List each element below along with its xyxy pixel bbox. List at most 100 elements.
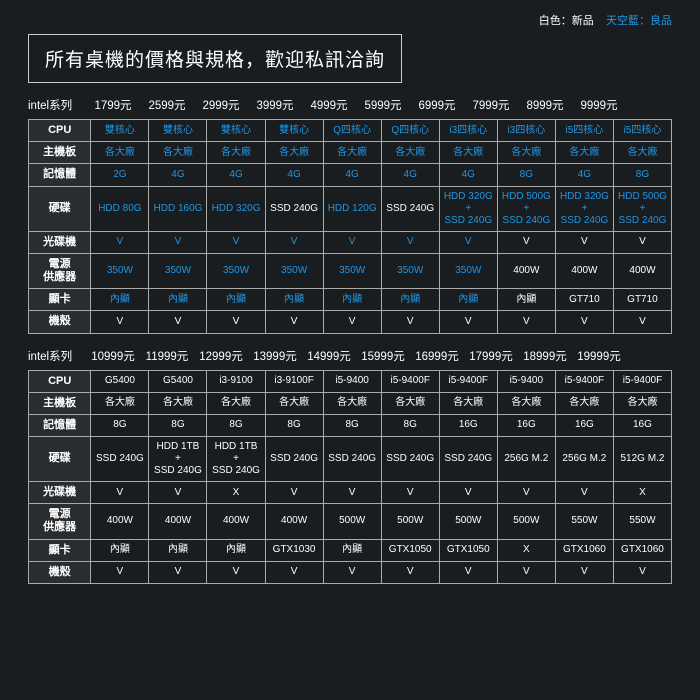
cell: 400W	[613, 253, 671, 288]
row-label-case: 機殼	[29, 561, 91, 583]
cell: 8G	[207, 414, 265, 436]
cell: V	[265, 561, 323, 583]
cell: V	[323, 561, 381, 583]
cell: 雙核心	[265, 120, 323, 142]
row-case: 機殼VVVVVVVVVV	[29, 561, 672, 583]
row-hdd: 硬碟HDD 80GHDD 160GHDD 320GSSD 240GHDD 120…	[29, 186, 672, 231]
cell: 8G	[149, 414, 207, 436]
row-label-mb: 主機板	[29, 142, 91, 164]
cell: 550W	[613, 504, 671, 539]
cell: 8G	[497, 164, 555, 186]
cell: HDD 320G	[207, 186, 265, 231]
cell: 內顯	[91, 539, 149, 561]
cell: V	[497, 482, 555, 504]
price-header: 9999元	[572, 97, 626, 113]
cell: GTX1050	[381, 539, 439, 561]
row-label-case: 機殼	[29, 311, 91, 333]
cell: 8G	[265, 414, 323, 436]
row-psu: 電源供應器350W350W350W350W350W350W350W400W400…	[29, 253, 672, 288]
cell: 內顯	[381, 289, 439, 311]
row-gpu: 顯卡內顯內顯內顯內顯內顯內顯內顯內顯GT710GT710	[29, 289, 672, 311]
cell: V	[149, 561, 207, 583]
cell: GT710	[555, 289, 613, 311]
row-label-gpu: 顯卡	[29, 289, 91, 311]
cell: V	[381, 561, 439, 583]
cell: 400W	[497, 253, 555, 288]
cell: i3四核心	[439, 120, 497, 142]
cell: V	[497, 561, 555, 583]
row-label-psu: 電源供應器	[29, 504, 91, 539]
cell: 256G M.2	[555, 437, 613, 482]
cell: 內顯	[149, 289, 207, 311]
row-cpu: CPUG5400G5400i3-9100i3-9100Fi5-9400i5-94…	[29, 370, 672, 392]
price-header: 7999元	[464, 97, 518, 113]
cell: 8G	[613, 164, 671, 186]
cell: 500W	[439, 504, 497, 539]
spec-table-1: CPU雙核心雙核心雙核心雙核心Q四核心Q四核心i3四核心i3四核心i5四核心i5…	[28, 119, 672, 334]
cell: 400W	[149, 504, 207, 539]
cell: Q四核心	[381, 120, 439, 142]
row-label-hdd: 硬碟	[29, 437, 91, 482]
cell: V	[439, 482, 497, 504]
cell: 350W	[149, 253, 207, 288]
cell: 雙核心	[207, 120, 265, 142]
row-hdd: 硬碟SSD 240GHDD 1TB+SSD 240GHDD 1TB+SSD 24…	[29, 437, 672, 482]
price-header: 16999元	[410, 348, 464, 364]
cell: SSD 240G	[265, 437, 323, 482]
cell: 350W	[439, 253, 497, 288]
cell: 8G	[91, 414, 149, 436]
cell: 各大廠	[555, 142, 613, 164]
cell: 各大廠	[265, 142, 323, 164]
cell: 內顯	[207, 289, 265, 311]
row-label-odd: 光碟機	[29, 231, 91, 253]
cell: 400W	[91, 504, 149, 539]
cell: GTX1060	[613, 539, 671, 561]
cell: HDD 1TB+SSD 240G	[207, 437, 265, 482]
series-label: intel系列	[28, 348, 86, 364]
cell: V	[323, 231, 381, 253]
cell: HDD 160G	[149, 186, 207, 231]
cell: 雙核心	[149, 120, 207, 142]
cell: 350W	[265, 253, 323, 288]
cell: 400W	[555, 253, 613, 288]
row-psu: 電源供應器400W400W400W400W500W500W500W500W550…	[29, 504, 672, 539]
cell: 各大廠	[613, 142, 671, 164]
row-cpu: CPU雙核心雙核心雙核心雙核心Q四核心Q四核心i3四核心i3四核心i5四核心i5…	[29, 120, 672, 142]
cell: HDD 1TB+SSD 240G	[149, 437, 207, 482]
cell: G5400	[149, 370, 207, 392]
cell: HDD 120G	[323, 186, 381, 231]
cell: V	[613, 311, 671, 333]
cell: V	[381, 311, 439, 333]
cell: 500W	[497, 504, 555, 539]
cell: V	[439, 231, 497, 253]
row-gpu: 顯卡內顯內顯內顯GTX1030內顯GTX1050GTX1050XGTX1060G…	[29, 539, 672, 561]
cell: 400W	[265, 504, 323, 539]
row-label-cpu: CPU	[29, 120, 91, 142]
cell: 內顯	[323, 289, 381, 311]
cell: V	[613, 231, 671, 253]
cell: 各大廠	[265, 392, 323, 414]
cell: GTX1050	[439, 539, 497, 561]
cell: V	[497, 311, 555, 333]
cell: V	[555, 482, 613, 504]
cell: 400W	[207, 504, 265, 539]
legend-blue: 天空藍：良品	[606, 15, 672, 27]
cell: 內顯	[323, 539, 381, 561]
row-label-odd: 光碟機	[29, 482, 91, 504]
series-header-1: intel系列1799元2599元2999元3999元4999元5999元699…	[28, 97, 672, 113]
cell: 雙核心	[91, 120, 149, 142]
cell: SSD 240G	[381, 186, 439, 231]
cell: 內顯	[497, 289, 555, 311]
cell: 500W	[381, 504, 439, 539]
price-header: 4999元	[302, 97, 356, 113]
price-header: 17999元	[464, 348, 518, 364]
cell: 8G	[323, 414, 381, 436]
price-header: 2599元	[140, 97, 194, 113]
cell: V	[439, 561, 497, 583]
cell: V	[381, 231, 439, 253]
cell: V	[439, 311, 497, 333]
cell: i5-9400	[497, 370, 555, 392]
cell: 內顯	[149, 539, 207, 561]
cell: X	[613, 482, 671, 504]
row-label-mb: 主機板	[29, 392, 91, 414]
